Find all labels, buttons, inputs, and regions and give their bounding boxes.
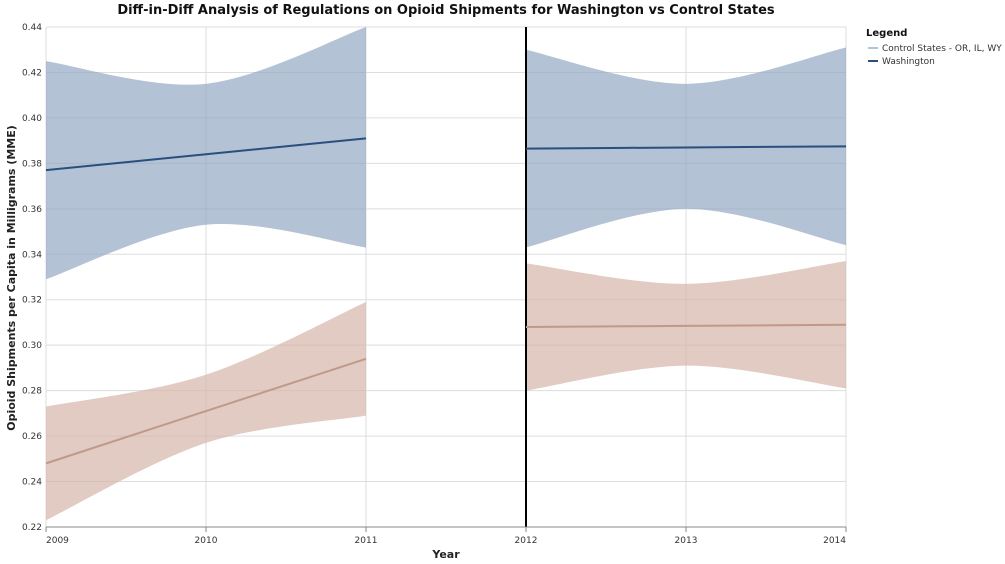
series-line [45,357,367,465]
x-tick-label: 2010 [195,536,218,546]
confidence-band [46,27,366,280]
y-axis-title: Opioid Shipments per Capita in Milligram… [5,125,18,431]
y-tick-label: 0.24 [22,478,42,488]
legend-title: Legend [866,28,907,39]
band-layer [46,27,846,521]
y-tick-label: 0.34 [22,250,42,260]
legend: Legend Control States - OR, IL, WY Washin… [866,28,1002,67]
y-tick-label: 0.44 [22,23,42,33]
x-tick-label: 2009 [46,536,69,546]
y-tick-label: 0.32 [22,296,42,306]
axis-layer: 0.22 0.24 0.26 0.28 0.30 0.32 0.34 0.36 0.38 0.40… [22,23,847,546]
y-tick-label: 0.30 [22,341,42,351]
y-tick-label: 0.38 [22,159,42,169]
x-tick-label: 2013 [675,536,698,546]
y-tick-label: 0.22 [22,523,42,533]
x-axis-title: Year [431,548,460,561]
x-tick-label: 2014 [823,536,846,546]
y-tick-label: 0.26 [22,432,42,442]
series-line [525,323,847,328]
y-tick-label: 0.42 [22,68,42,78]
x-tick-label: 2012 [515,536,538,546]
x-tick-label: 2011 [355,536,378,546]
line-layer [45,27,847,527]
series-line [525,145,847,150]
y-tick-label: 0.36 [22,205,42,215]
chart-title: Diff-in-Diff Analysis of Regulations on … [117,3,775,18]
series-line [45,137,367,172]
y-tick-label: 0.28 [22,387,42,397]
legend-entry-label: Control States - OR, IL, WY [882,44,1002,54]
legend-entry-label: Washington [882,57,935,67]
y-tick-label: 0.40 [22,114,42,124]
